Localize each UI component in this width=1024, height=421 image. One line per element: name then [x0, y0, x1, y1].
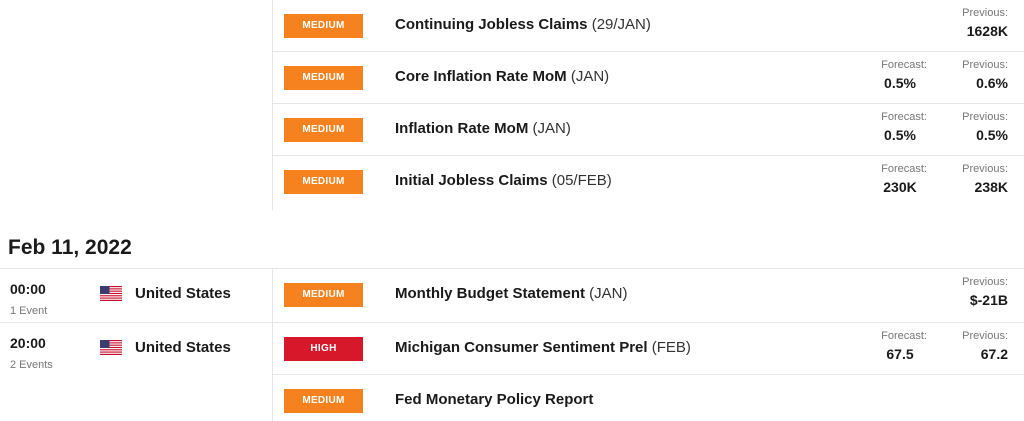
event-title[interactable]: Inflation Rate MoM (JAN)	[395, 120, 571, 137]
impact-badge: HIGH	[284, 337, 363, 361]
previous-label: Previous:	[962, 276, 1008, 288]
forecast-label: Forecast:	[881, 59, 927, 71]
event-name: Monthly Budget Statement	[395, 285, 585, 302]
date-heading: Feb 11, 2022	[8, 236, 132, 259]
previous-number: 238K	[974, 179, 1008, 195]
previous-value: Previous: 238K	[938, 162, 1008, 198]
event-period: (29/JAN)	[591, 16, 651, 33]
forecast-label: Forecast:	[881, 330, 927, 342]
impact-badge: MEDIUM	[284, 14, 363, 38]
time-group[interactable]: 00:00 1 Event United States	[0, 269, 272, 323]
impact-badge: MEDIUM	[284, 283, 363, 307]
forecast-number: 67.5	[886, 346, 914, 362]
event-name: Fed Monetary Policy Report	[395, 391, 594, 408]
forecast-value: Forecast: 67.5	[857, 329, 927, 365]
forecast-label: Forecast:	[881, 111, 927, 123]
previous-value: Previous: $-21B	[938, 275, 1008, 311]
impact-badge: MEDIUM	[284, 170, 363, 194]
event-name: Continuing Jobless Claims	[395, 16, 588, 33]
previous-number: 67.2	[980, 346, 1008, 362]
event-period: (JAN)	[570, 68, 610, 85]
row-divider	[272, 322, 1024, 323]
event-period: (FEB)	[651, 339, 691, 356]
event-period: (05/FEB)	[551, 172, 612, 189]
events-count: 2 Events	[10, 359, 53, 371]
previous-value: Previous: 0.5%	[938, 110, 1008, 146]
row-divider	[272, 155, 1024, 156]
event-row[interactable]: MEDIUM Inflation Rate MoM (JAN) Forecast…	[272, 104, 1024, 156]
row-divider	[272, 374, 1024, 375]
event-title[interactable]: Fed Monetary Policy Report	[395, 391, 593, 408]
event-period: (JAN)	[532, 120, 571, 137]
previous-value: Previous: 67.2	[938, 329, 1008, 365]
forecast-label: Forecast:	[881, 163, 927, 175]
event-name: Michigan Consumer Sentiment Prel	[395, 339, 648, 356]
event-row[interactable]: MEDIUM Fed Monetary Policy Report	[272, 375, 1024, 421]
previous-label: Previous:	[962, 111, 1008, 123]
previous-label: Previous:	[962, 330, 1008, 342]
impact-badge: MEDIUM	[284, 118, 363, 142]
row-divider	[272, 103, 1024, 104]
previous-number: 0.6%	[976, 75, 1008, 91]
event-title[interactable]: Continuing Jobless Claims (29/JAN)	[395, 16, 651, 33]
previous-label: Previous:	[962, 163, 1008, 175]
row-divider	[0, 322, 272, 323]
event-row[interactable]: MEDIUM Monthly Budget Statement (JAN) Pr…	[272, 269, 1024, 323]
time-group[interactable]: 20:00 2 Events United States	[0, 323, 272, 377]
event-row[interactable]: HIGH Michigan Consumer Sentiment Prel (F…	[272, 323, 1024, 375]
country-name: United States	[135, 339, 231, 356]
event-row[interactable]: MEDIUM Initial Jobless Claims (05/FEB) F…	[272, 156, 1024, 208]
event-name: Inflation Rate MoM	[395, 120, 529, 137]
row-divider	[272, 51, 1024, 52]
events-count: 1 Event	[10, 305, 48, 317]
event-time: 20:00	[10, 335, 46, 351]
us-flag-icon	[100, 286, 122, 301]
previous-number: 1628K	[966, 23, 1008, 39]
events-column-border	[272, 269, 273, 421]
event-period: (JAN)	[589, 285, 628, 302]
forecast-value: Forecast: 0.5%	[857, 110, 927, 146]
previous-number: 0.5%	[976, 127, 1008, 143]
previous-value: Previous: 0.6%	[938, 58, 1008, 94]
forecast-number: 0.5%	[884, 75, 916, 91]
event-row[interactable]: MEDIUM Core Inflation Rate MoM (JAN) For…	[272, 52, 1024, 104]
forecast-value: Forecast: 0.5%	[857, 58, 927, 94]
previous-value: Previous: 1628K	[938, 6, 1008, 42]
country-name: United States	[135, 285, 231, 302]
forecast-number: 230K	[883, 179, 917, 195]
impact-badge: MEDIUM	[284, 66, 363, 90]
impact-badge: MEDIUM	[284, 389, 363, 413]
event-title[interactable]: Initial Jobless Claims (05/FEB)	[395, 172, 612, 189]
previous-label: Previous:	[962, 59, 1008, 71]
events-column-border	[272, 0, 273, 210]
date-divider	[0, 268, 1024, 269]
forecast-number: 0.5%	[884, 127, 916, 143]
event-title[interactable]: Monthly Budget Statement (JAN)	[395, 285, 628, 302]
event-row[interactable]: MEDIUM Continuing Jobless Claims (29/JAN…	[272, 0, 1024, 52]
event-title[interactable]: Michigan Consumer Sentiment Prel (FEB)	[395, 339, 691, 356]
us-flag-icon	[100, 340, 122, 355]
forecast-value: Forecast: 230K	[857, 162, 927, 198]
previous-label: Previous:	[962, 7, 1008, 19]
event-title[interactable]: Core Inflation Rate MoM (JAN)	[395, 68, 609, 85]
previous-number: $-21B	[969, 292, 1008, 308]
event-name: Core Inflation Rate MoM	[395, 68, 567, 85]
event-time: 00:00	[10, 281, 46, 297]
event-name: Initial Jobless Claims	[395, 172, 548, 189]
